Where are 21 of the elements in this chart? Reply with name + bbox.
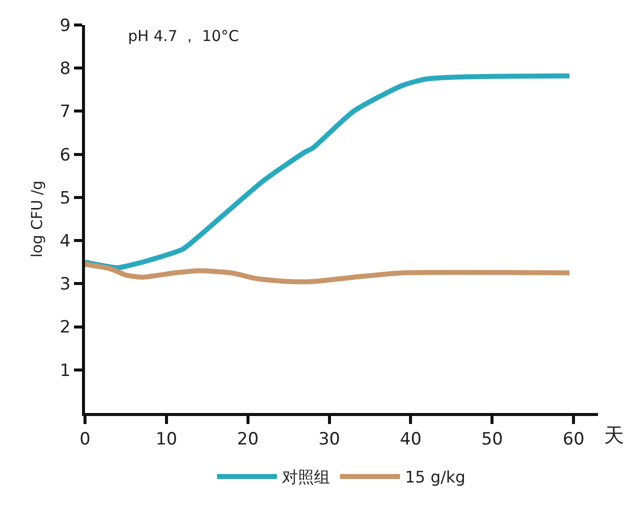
x-tick-label: 0 (80, 429, 90, 450)
x-tick-label: 40 (400, 429, 422, 450)
y-tick-label: 1 (60, 360, 71, 381)
y-tick-label: 2 (60, 318, 71, 338)
annotation: pH 4.7 ， 10°C (128, 27, 240, 45)
x-tick-label: 50 (481, 429, 503, 450)
x-tick-label: 10 (156, 429, 178, 450)
x-tick-label: 20 (237, 429, 259, 450)
y-tick-label: 8 (60, 59, 71, 80)
x-axis-title: 天 (604, 423, 624, 447)
y-tick-label: 4 (60, 232, 71, 252)
y-tick-label: 5 (60, 188, 71, 208)
y-tick-label: 9 (60, 16, 71, 36)
legend-label: 15 g/kg (405, 468, 466, 487)
x-tick-label: 60 (562, 429, 584, 450)
y-tick-label: 3 (60, 274, 71, 295)
legend-label: 对照组 (282, 468, 330, 487)
y-axis-title: log CFU /g (28, 180, 46, 258)
x-tick-label: 30 (318, 429, 340, 450)
y-tick-label: 6 (60, 145, 71, 166)
y-tick-label: 7 (60, 102, 71, 122)
